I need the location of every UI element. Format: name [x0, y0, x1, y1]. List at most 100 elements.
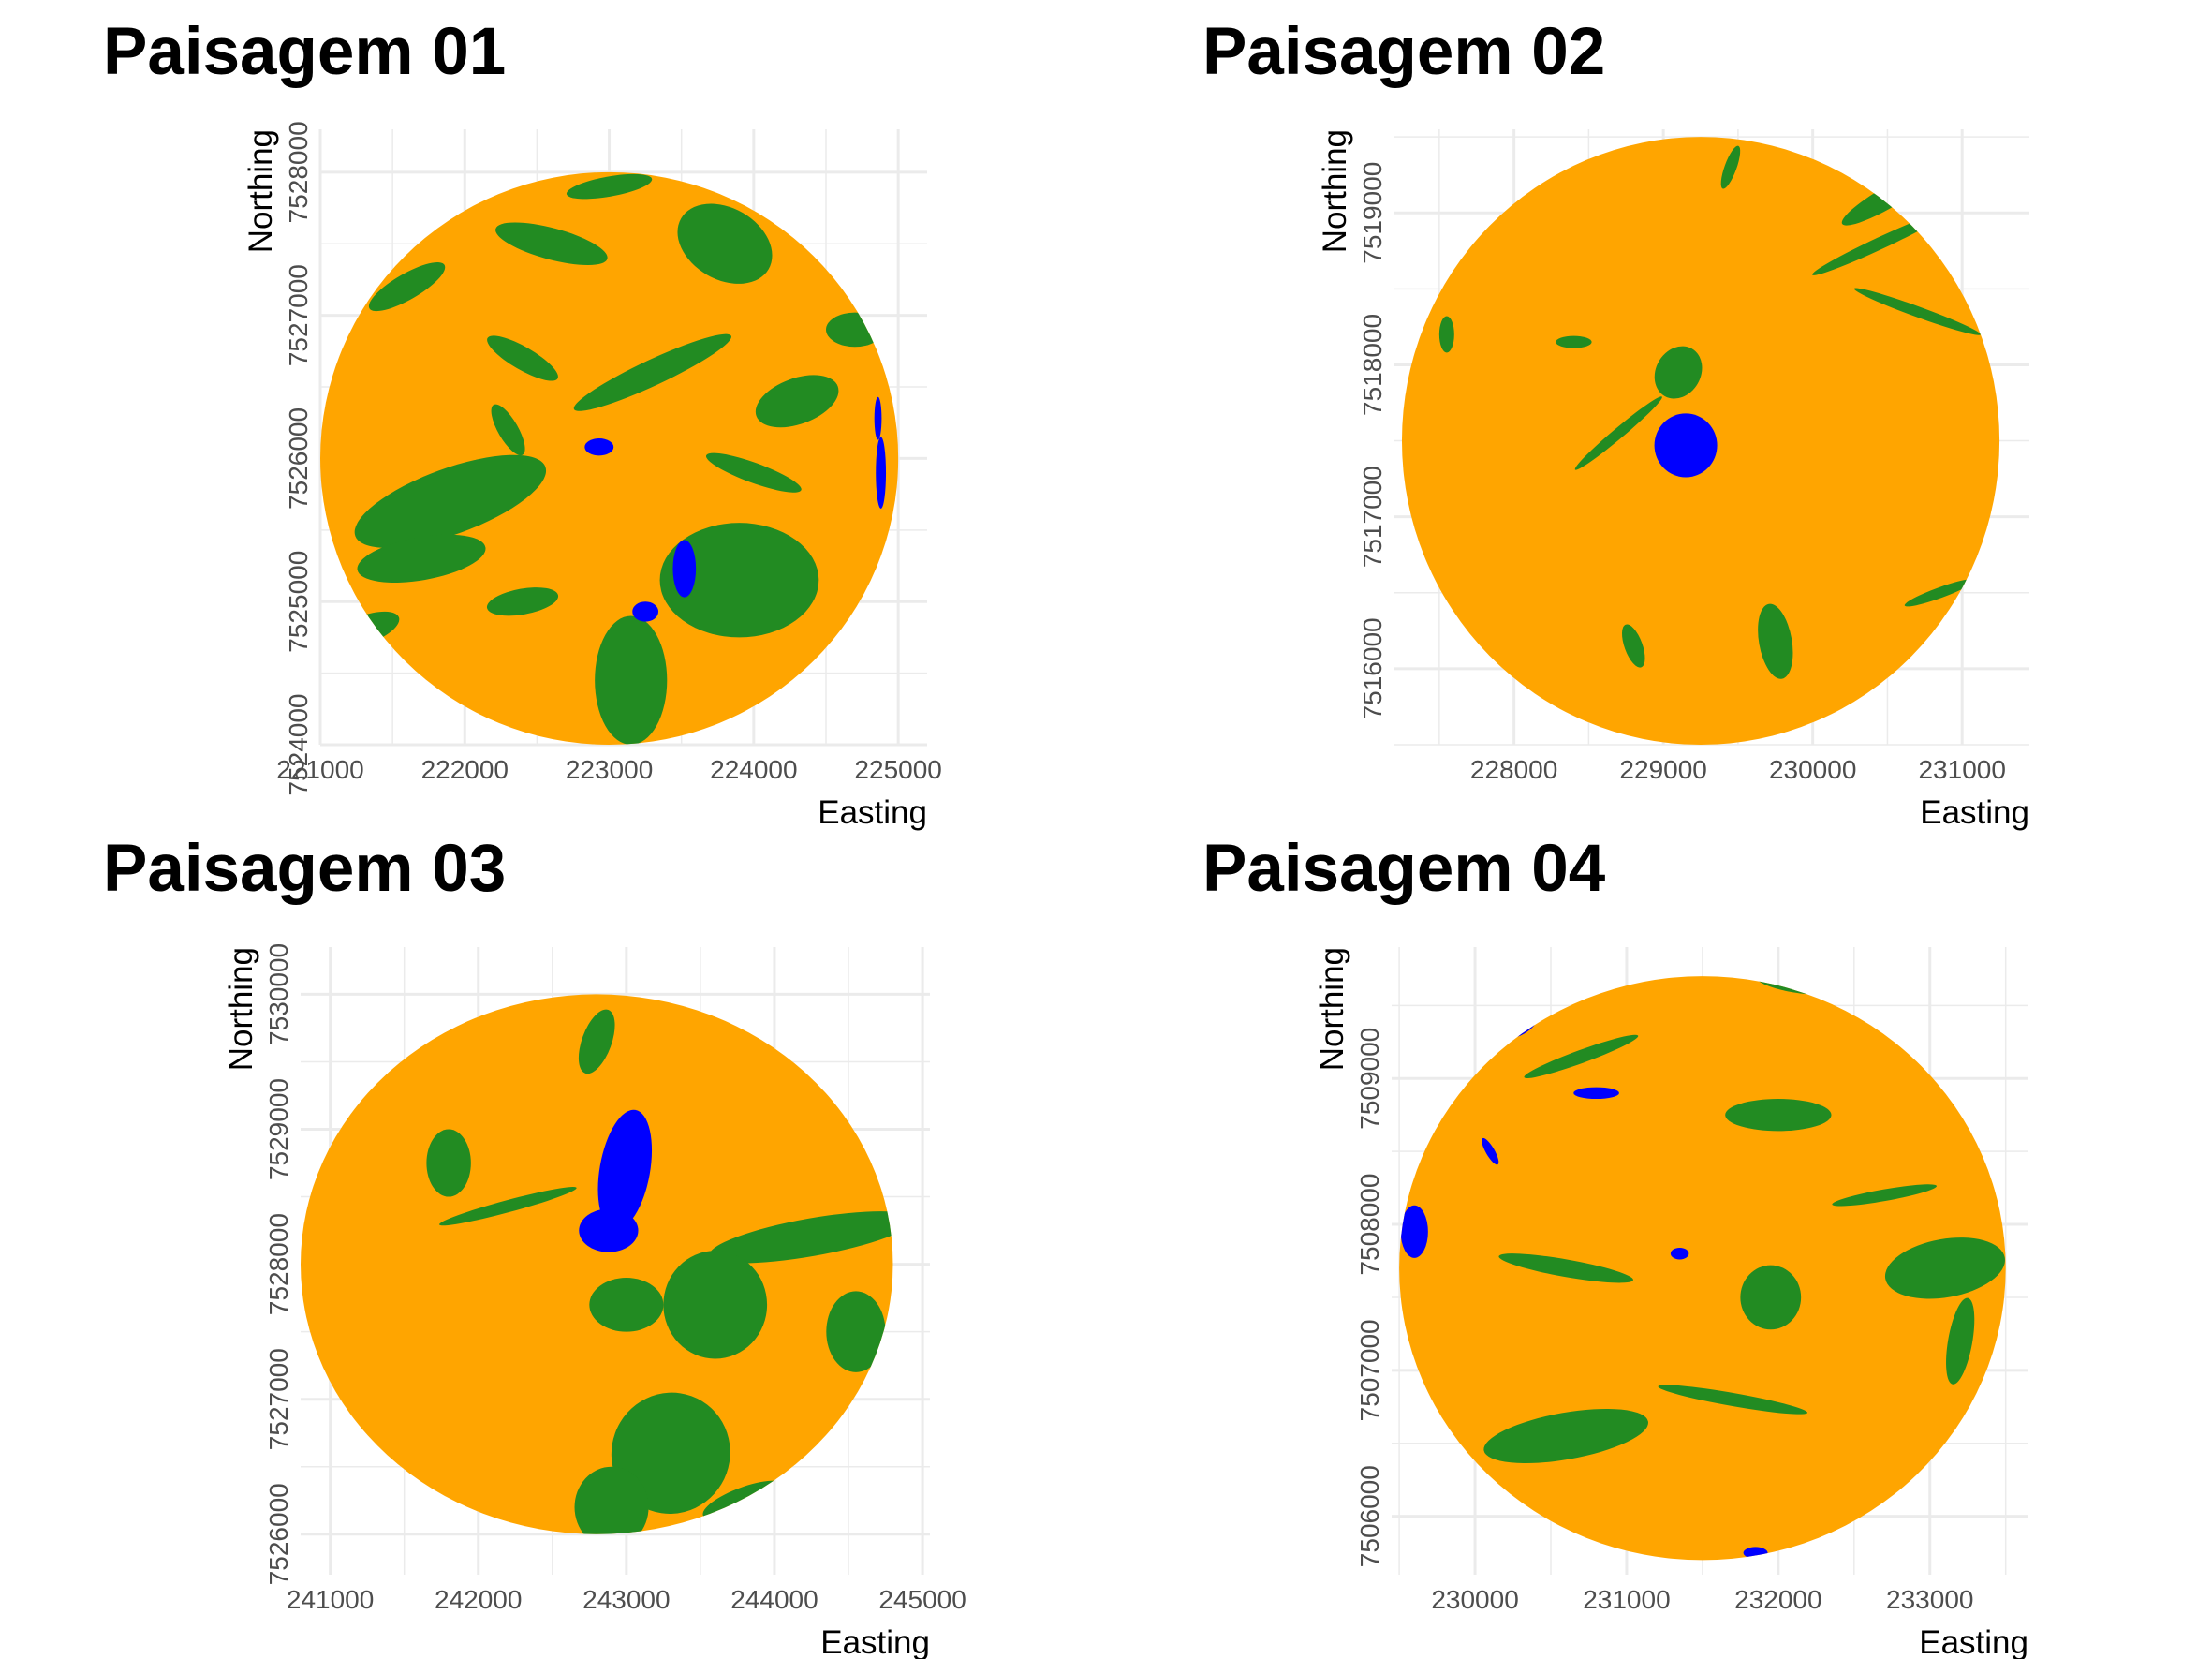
habitat-patch: [574, 1466, 649, 1534]
landcover-layer: [426, 1009, 893, 1534]
x-axis-label: Easting: [1919, 1624, 2028, 1659]
x-tick-label: 223000: [566, 755, 653, 784]
x-axis-label: Easting: [1920, 794, 2029, 831]
water-body: [584, 438, 614, 456]
y-tick-label: 7527000: [264, 1348, 293, 1450]
x-tick-label: 225000: [854, 755, 941, 784]
habitat-patch: [595, 615, 668, 745]
habitat-patch: [354, 454, 547, 548]
habitat-patch: [1904, 579, 1975, 607]
habitat-patch: [566, 173, 653, 200]
map-plot: 221000 222000 223000 224000 225000 7524000 752…: [243, 121, 942, 831]
water-body: [672, 540, 697, 598]
x-tick-label: 243000: [582, 1585, 670, 1614]
habitat-patch: [1498, 1253, 1633, 1283]
y-axis-label: Northing: [1317, 129, 1353, 253]
panel-title: Paisagem 02: [1202, 15, 1606, 89]
matrix-area: [1399, 976, 2006, 1561]
map-plot: 241000 242000 243000 244000 245000 7526000 752…: [223, 943, 966, 1659]
y-tick-label: 7524000: [284, 693, 313, 795]
habitat-patch: [1725, 1099, 1832, 1132]
x-tick-label: 241000: [287, 1585, 374, 1614]
habitat-patch: [1483, 1408, 1648, 1463]
y-tick-label: 7530000: [264, 943, 293, 1045]
y-tick-label: 7529000: [264, 1078, 293, 1180]
habitat-patch: [573, 333, 731, 411]
habitat-patch: [1438, 316, 1454, 353]
y-tick-label: 7528000: [264, 1213, 293, 1315]
water-body: [1743, 1547, 1768, 1559]
water-body: [876, 437, 887, 509]
panel-title: Paisagem 04: [1202, 832, 1606, 906]
habitat-patch: [495, 222, 608, 266]
habitat-patch: [1658, 1385, 1808, 1415]
habitat-patch: [578, 1009, 615, 1074]
y-tick-label: 7517000: [1358, 466, 1387, 568]
x-tick-label: 245000: [878, 1585, 966, 1614]
habitat-patch: [709, 1211, 893, 1264]
panel-title: Paisagem 01: [103, 15, 507, 89]
matrix-area: [301, 994, 893, 1534]
y-axis-label: Northing: [243, 129, 279, 253]
habitat-patch: [439, 1187, 577, 1226]
water-body: [1573, 1087, 1619, 1100]
x-tick-label: 222000: [421, 755, 509, 784]
x-tick-label: 229000: [1619, 755, 1706, 784]
habitat-patch: [1654, 346, 1703, 399]
water-body: [579, 1208, 639, 1252]
water-body: [632, 601, 659, 622]
x-tick-label: 233000: [1886, 1585, 1973, 1614]
water-body: [1654, 413, 1718, 478]
habitat-patch: [491, 404, 525, 456]
panel-paisagem-02: Paisagem 02 228000 229000 230000 231000 7516…: [1106, 0, 2212, 831]
x-tick-label: 230000: [1431, 1585, 1518, 1614]
x-tick-label: 230000: [1769, 755, 1856, 784]
habitat-patch: [659, 523, 819, 638]
habitat-patch: [1524, 1034, 1639, 1078]
x-tick-label: 242000: [435, 1585, 522, 1614]
map-plot: 230000 231000 232000 233000 7506000 7507000 75…: [1314, 947, 2028, 1659]
habitat-patch: [368, 262, 446, 312]
x-tick-label: 221000: [276, 755, 363, 784]
y-tick-label: 7526000: [284, 407, 313, 510]
y-tick-label: 7516000: [1358, 617, 1387, 719]
x-axis-label: Easting: [820, 1624, 930, 1659]
panel-paisagem-01: Paisagem 01 221000 222000 223000 224000 2250…: [0, 0, 1106, 831]
habitat-patch: [1853, 288, 1981, 335]
habitat-patch: [705, 452, 802, 493]
y-tick-label: 7526000: [264, 1483, 293, 1585]
habitat-patch: [487, 335, 558, 381]
water-body: [597, 1109, 653, 1230]
y-tick-label: 7508000: [1355, 1174, 1384, 1276]
habitat-patch: [470, 1524, 545, 1534]
y-tick-label: 7525000: [284, 551, 313, 653]
water-body: [1482, 1137, 1499, 1165]
habitat-patch: [357, 534, 486, 583]
water-body: [1400, 1205, 1428, 1258]
x-axis-label: Easting: [818, 794, 927, 831]
x-tick-label: 231000: [1918, 755, 2005, 784]
habitat-patch: [426, 1129, 471, 1197]
habitat-patch: [1556, 335, 1592, 348]
habitat-patch: [486, 587, 559, 616]
x-tick-label: 231000: [1583, 1585, 1670, 1614]
habitat-patch: [663, 1251, 768, 1359]
habitat-patch: [1621, 624, 1645, 668]
habitat-patch: [826, 1291, 886, 1372]
y-tick-label: 7507000: [1355, 1319, 1384, 1421]
y-tick-label: 7527000: [284, 264, 313, 366]
x-tick-label: 228000: [1470, 755, 1557, 784]
y-tick-label: 7518000: [1358, 314, 1387, 416]
panel-title: Paisagem 03: [103, 832, 507, 906]
habitat-patch: [1574, 396, 1662, 470]
y-axis-label: Northing: [1314, 947, 1350, 1071]
habitat-patch: [826, 312, 884, 348]
habitat-patch: [1758, 603, 1793, 679]
habitat-patch: [1884, 1237, 2005, 1299]
landcover-layer: [1400, 976, 2005, 1559]
landcover-layer: [1438, 145, 1981, 679]
x-tick-label: 244000: [730, 1585, 818, 1614]
y-axis-label: Northing: [223, 947, 259, 1071]
map-plot: 228000 229000 230000 231000 7516000 7517000 75…: [1317, 129, 2029, 831]
panel-paisagem-03: Paisagem 03 241000 242000 243000 244000 2450…: [0, 829, 1106, 1659]
